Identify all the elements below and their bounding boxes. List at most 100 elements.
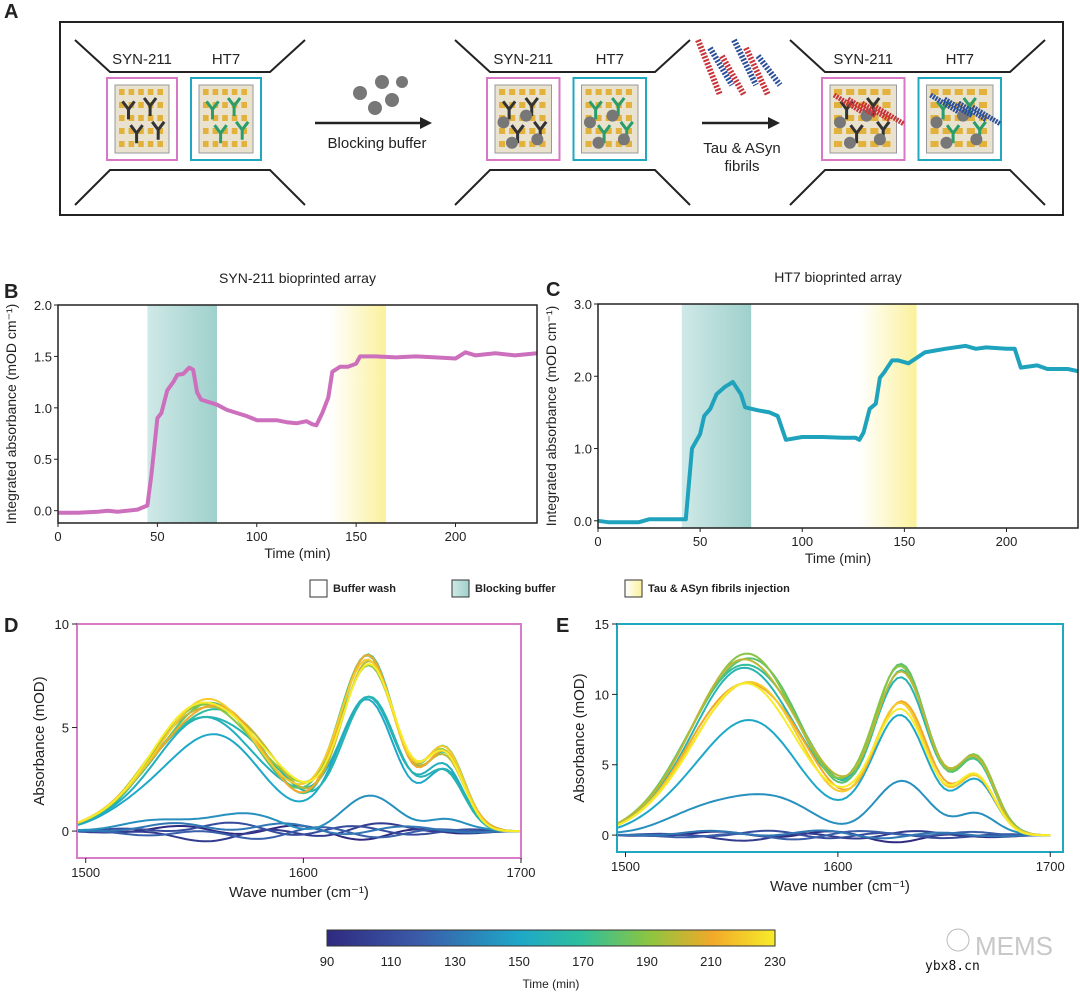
gold-pad — [509, 89, 516, 95]
gold-pad — [954, 89, 963, 95]
plot-frame — [597, 303, 1079, 529]
fibril-icon — [719, 54, 747, 97]
gold-pad — [241, 102, 247, 108]
gold-pad — [128, 115, 135, 121]
arrow-fibrils: Tau & ASyn fibrils — [695, 38, 783, 175]
blocking-protein-icon — [970, 133, 983, 146]
gold-pad — [157, 89, 163, 95]
x-tick-label: 200 — [996, 534, 1018, 549]
gold-pad — [231, 141, 238, 147]
antibody-label: HT7 — [596, 51, 624, 68]
legend-swatch-buffer-wash — [309, 579, 328, 598]
gold-pad — [128, 89, 135, 95]
gold-pad — [529, 89, 536, 95]
plot-frame — [57, 304, 538, 524]
colorbar-tick-label: 190 — [636, 954, 658, 969]
legend-label: Blocking buffer — [475, 583, 556, 595]
gold-pad — [138, 102, 144, 108]
fibril-icon — [731, 38, 759, 87]
y-tick-label: 1.0 — [34, 401, 52, 416]
fibrils-icon — [695, 38, 783, 97]
gold-pad — [942, 115, 951, 121]
gold-pad — [157, 115, 163, 121]
gold-pad — [966, 141, 975, 147]
chamber-wall-bottom — [454, 169, 691, 206]
spectrum-line — [616, 682, 1051, 837]
antibody-icon — [235, 120, 250, 140]
fibril-icon — [957, 100, 988, 123]
panel-label-b: B — [4, 281, 18, 303]
gold-pad — [615, 115, 622, 121]
blocking-protein-icon — [833, 116, 846, 129]
chamber-wall-bottom — [74, 169, 306, 206]
blocking-protein-icon — [843, 136, 856, 149]
wechat-icon — [946, 928, 970, 952]
gold-pad — [203, 102, 209, 108]
antibody-icon — [205, 100, 220, 120]
gold-pad — [605, 102, 612, 108]
gold-pad — [978, 102, 987, 108]
gold-pad — [834, 128, 843, 134]
gold-pad — [539, 115, 546, 121]
gold-pad — [241, 128, 247, 134]
chamber-wall-top — [789, 39, 1046, 73]
antibody-icon — [596, 124, 612, 144]
spectrum-line — [76, 664, 521, 833]
x-tick-label: 150 — [894, 534, 916, 549]
gold-pad — [499, 102, 506, 108]
gold-pad — [615, 89, 622, 95]
watermark: MEMS ybx8.cn — [925, 928, 1053, 974]
spectrum-line — [76, 658, 521, 833]
gold-pad — [595, 128, 602, 134]
gold-pad — [539, 89, 546, 95]
x-tick-label: 150 — [345, 529, 367, 544]
gold-pad — [539, 128, 546, 134]
spectrum-line — [76, 653, 521, 833]
gold-pad — [966, 128, 975, 134]
y-tick-label: 15 — [595, 617, 609, 632]
gold-pad — [882, 102, 891, 108]
gold-pad — [846, 115, 855, 121]
y-tick-label: 10 — [55, 617, 69, 632]
gold-pad — [147, 128, 154, 134]
chamber-stage-1: SYN-211 HT7 — [74, 39, 306, 206]
gold-pad — [966, 89, 975, 95]
blocking-protein-icon — [353, 75, 408, 115]
gold-pad — [605, 89, 612, 95]
shaded-region-blocking — [681, 304, 752, 528]
colorbar-tick-label: 150 — [508, 954, 530, 969]
gold-pad — [585, 141, 592, 147]
panel-label-a: A — [4, 1, 18, 23]
chamber-stage-2: SYN-211 HT7 — [454, 39, 691, 206]
gold-pad — [539, 141, 546, 147]
gold-pad — [605, 128, 612, 134]
blocking-protein-icon — [606, 109, 619, 122]
gold-pad — [858, 89, 867, 95]
x-tick-label: 50 — [150, 529, 164, 544]
step-blocking-label: Blocking buffer — [328, 135, 427, 152]
gold-pad — [241, 115, 247, 121]
x-tick-label: 200 — [445, 529, 467, 544]
antibody-icon — [611, 97, 626, 116]
fibril-icon — [929, 92, 960, 115]
blocking-protein-icon — [531, 133, 544, 146]
gold-pad — [222, 115, 228, 121]
legend-swatch-fibrils-injection — [624, 579, 643, 598]
x-tick-label: 1500 — [71, 865, 100, 880]
fibril-icon — [874, 104, 906, 127]
gold-pad — [119, 89, 125, 95]
gold-pad — [222, 102, 228, 108]
fibril-icon — [832, 92, 864, 115]
gold-pad — [203, 128, 209, 134]
fibril-icon — [860, 100, 892, 123]
gold-pad — [138, 128, 144, 134]
chart-e-ht7-spectra: 1500 1600 1700 0 5 10 15 Wave number (cm⁻¹) Abso… — [571, 617, 1065, 895]
spectrum-line — [76, 659, 522, 833]
x-axis-label: Time (min) — [264, 545, 330, 561]
x-tick-label: 1500 — [611, 859, 640, 874]
gold-pad — [119, 102, 125, 108]
y-axis-label: Integrated absorbance (mOD cm⁻¹) — [543, 306, 559, 527]
gold-pad — [942, 128, 951, 134]
spectrum-line — [77, 822, 521, 836]
